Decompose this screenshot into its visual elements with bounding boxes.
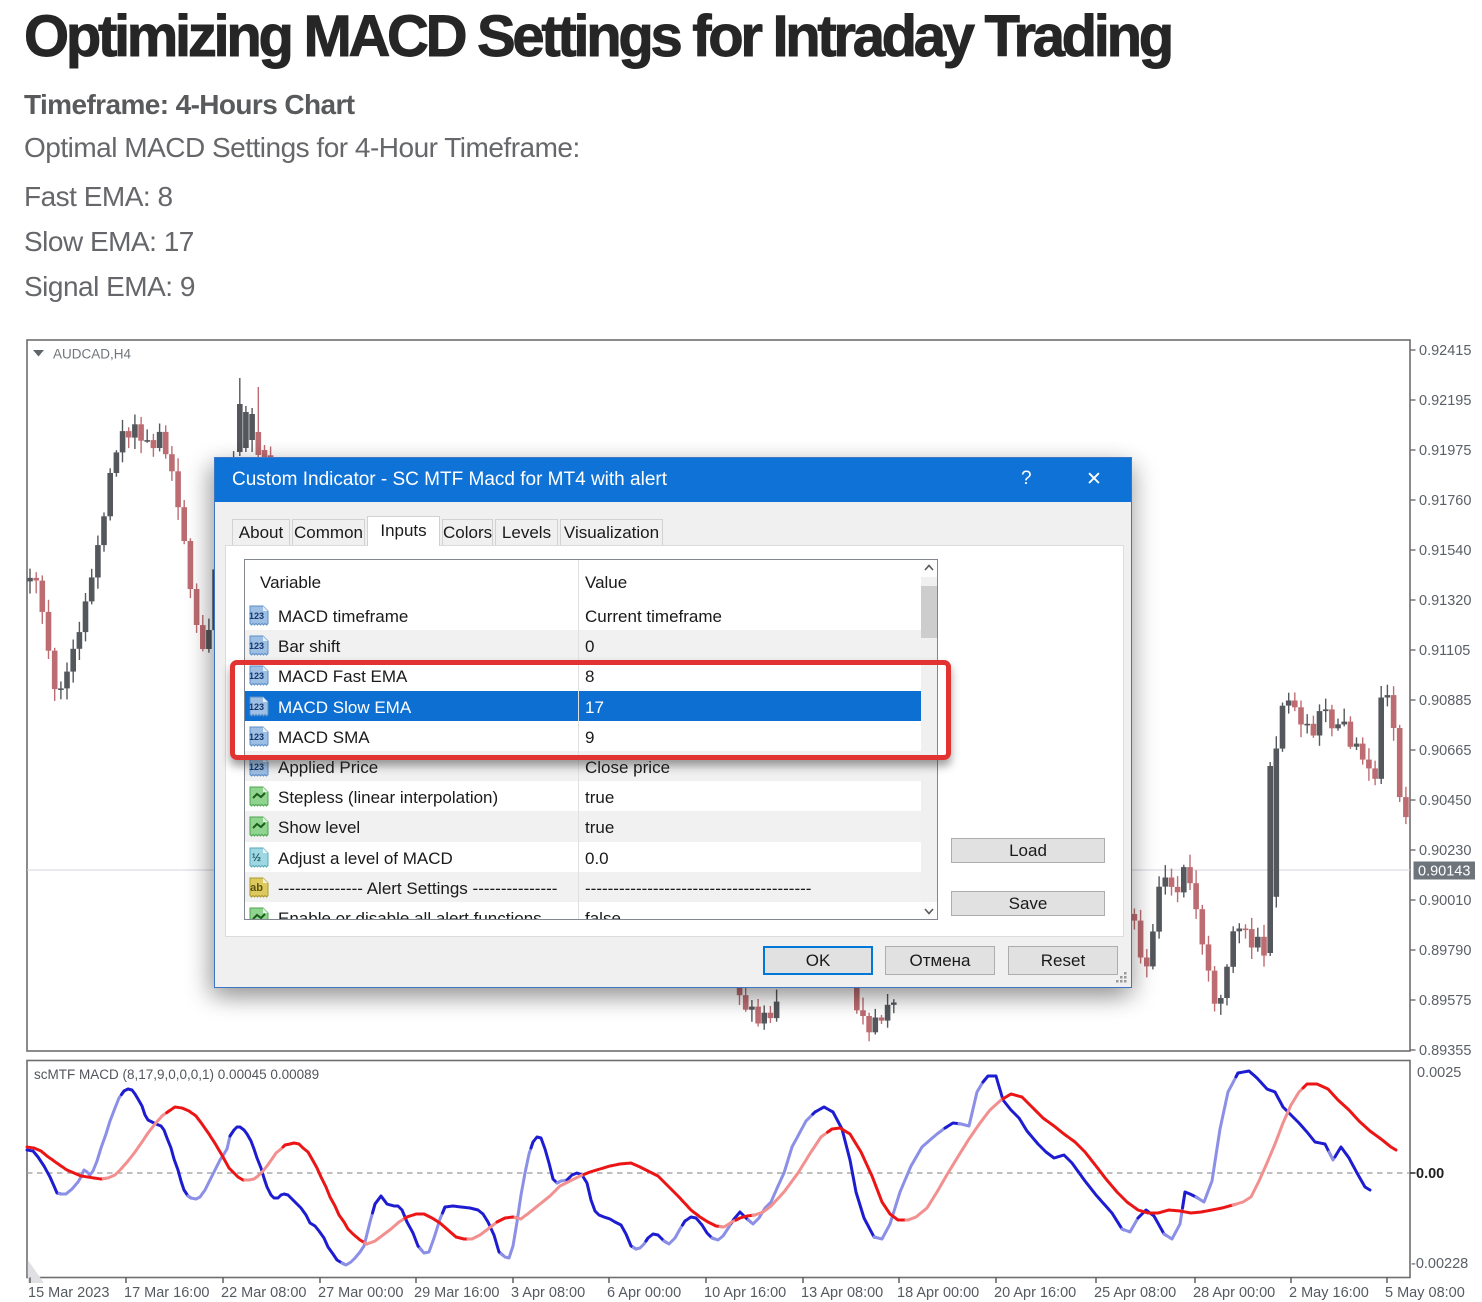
- svg-text:17 Mar 16:00: 17 Mar 16:00: [124, 1285, 209, 1301]
- svg-text:ab: ab: [250, 882, 263, 894]
- svg-text:0.92415: 0.92415: [1419, 343, 1471, 359]
- svg-text:25 Apr 08:00: 25 Apr 08:00: [1094, 1285, 1176, 1301]
- svg-text:0.92195: 0.92195: [1419, 393, 1471, 409]
- svg-text:13 Apr 08:00: 13 Apr 08:00: [801, 1285, 883, 1301]
- svg-text:10 Apr 16:00: 10 Apr 16:00: [704, 1285, 786, 1301]
- svg-text:0.90450: 0.90450: [1419, 793, 1471, 809]
- svg-text:22 Mar 08:00: 22 Mar 08:00: [221, 1285, 306, 1301]
- svg-text:6 Apr 00:00: 6 Apr 00:00: [607, 1285, 681, 1301]
- svg-text:0.91540: 0.91540: [1419, 543, 1471, 559]
- svg-text:28 Apr 00:00: 28 Apr 00:00: [1193, 1285, 1275, 1301]
- svg-text:0.90143: 0.90143: [1418, 864, 1470, 880]
- svg-text:-0.00228: -0.00228: [1411, 1256, 1468, 1272]
- svg-text:0.0025: 0.0025: [1417, 1065, 1461, 1081]
- svg-text:0.90665: 0.90665: [1419, 743, 1471, 759]
- svg-text:123: 123: [249, 732, 264, 742]
- svg-text:27 Mar 00:00: 27 Mar 00:00: [318, 1285, 403, 1301]
- svg-text:0.00: 0.00: [1416, 1166, 1444, 1182]
- svg-text:0.91975: 0.91975: [1419, 443, 1471, 459]
- svg-text:½: ½: [252, 852, 261, 864]
- svg-text:15 Mar 2023: 15 Mar 2023: [28, 1285, 109, 1301]
- svg-text:AUDCAD,H4: AUDCAD,H4: [53, 347, 132, 362]
- svg-text:0.90230: 0.90230: [1419, 843, 1471, 859]
- svg-text:29 Mar 16:00: 29 Mar 16:00: [414, 1285, 499, 1301]
- svg-text:5 May 08:00: 5 May 08:00: [1385, 1285, 1465, 1301]
- svg-text:123: 123: [249, 671, 264, 681]
- svg-text:123: 123: [249, 702, 264, 712]
- svg-text:scMTF MACD (8,17,9,0,0,0,1) 0.: scMTF MACD (8,17,9,0,0,0,1) 0.00045 0.00…: [34, 1067, 319, 1082]
- svg-text:0.89575: 0.89575: [1419, 993, 1471, 1009]
- svg-text:3 Apr 08:00: 3 Apr 08:00: [511, 1285, 585, 1301]
- svg-text:123: 123: [249, 762, 264, 772]
- svg-text:20 Apr 16:00: 20 Apr 16:00: [994, 1285, 1076, 1301]
- svg-text:0.89790: 0.89790: [1419, 943, 1471, 959]
- svg-text:0.90885: 0.90885: [1419, 693, 1471, 709]
- svg-text:0.91320: 0.91320: [1419, 593, 1471, 609]
- svg-text:0.90010: 0.90010: [1419, 893, 1471, 909]
- svg-text:0.91105: 0.91105: [1419, 643, 1470, 659]
- svg-text:123: 123: [249, 641, 264, 651]
- svg-text:123: 123: [249, 611, 264, 621]
- svg-text:2 May 16:00: 2 May 16:00: [1289, 1285, 1369, 1301]
- svg-text:0.89355: 0.89355: [1419, 1043, 1471, 1059]
- svg-text:18 Apr 00:00: 18 Apr 00:00: [897, 1285, 979, 1301]
- svg-text:0.91760: 0.91760: [1419, 493, 1471, 509]
